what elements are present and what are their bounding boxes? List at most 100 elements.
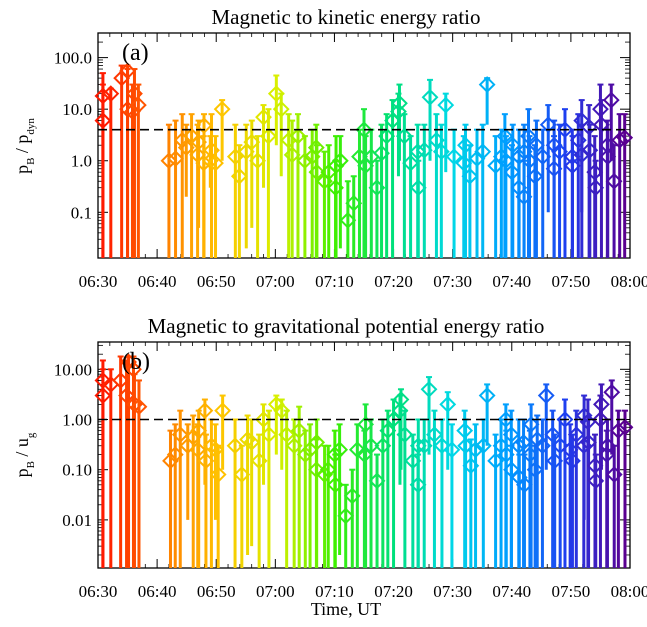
diamond-marker — [602, 91, 620, 109]
data-point — [437, 92, 455, 173]
diamond-marker — [616, 129, 634, 147]
data-point — [226, 418, 244, 568]
data-point — [567, 409, 585, 568]
diamond-marker — [94, 387, 112, 404]
data-point — [94, 83, 112, 258]
diamond-marker — [331, 152, 349, 170]
diamond-marker — [94, 112, 112, 130]
diamond-marker — [443, 441, 461, 459]
panel-a-y-tick-label: 10.0 — [62, 100, 92, 119]
diamond-marker — [289, 127, 307, 145]
diamond-marker — [544, 426, 562, 444]
data-point — [609, 409, 627, 568]
diamond-marker — [278, 426, 296, 444]
panel-b-y-tick-label: 0.10 — [62, 461, 92, 480]
data-point — [592, 394, 609, 568]
data-point — [213, 99, 231, 161]
data-point — [331, 423, 349, 555]
data-point — [616, 409, 634, 568]
panel-a-x-tick-label: 07:00 — [256, 272, 295, 291]
panel-a-y-tick-label: 0.1 — [71, 203, 92, 222]
diamond-marker — [273, 402, 291, 420]
diamond-marker — [195, 154, 213, 172]
data-point — [102, 85, 120, 258]
data-point — [94, 368, 112, 568]
diamond-marker — [592, 411, 609, 428]
data-point — [209, 444, 227, 568]
data-point — [129, 83, 147, 258]
data-point — [260, 409, 278, 568]
diamond-marker — [478, 387, 496, 404]
diamond-marker — [167, 150, 184, 168]
panel-a-label: (a) — [122, 40, 149, 66]
panel-a-x-tick-label: 07:30 — [433, 272, 472, 291]
panel-b-y-tick-label: 1.00 — [62, 411, 92, 430]
diamond-marker — [526, 461, 544, 479]
panel-b-marks — [94, 353, 634, 568]
data-point — [421, 78, 439, 161]
diamond-marker — [439, 395, 457, 413]
diamond-marker — [243, 433, 261, 451]
diamond-marker — [296, 152, 314, 170]
diamond-marker — [272, 100, 290, 118]
panel-a-y-tick-label: 1.0 — [71, 152, 92, 171]
diamond-marker — [130, 398, 148, 416]
diamond-marker — [226, 437, 244, 455]
panel-a-y-axis-label: pB / pdyn — [12, 118, 37, 174]
panel-b-x-tick-label: 07:00 — [256, 582, 295, 601]
panel-a-marks — [94, 62, 634, 258]
panel-a: Magnetic to kinetic energy ratio 06:30 06… — [12, 5, 647, 291]
diamond-marker — [160, 152, 178, 170]
diamond-marker — [515, 433, 532, 451]
diamond-marker — [426, 426, 443, 444]
panel-b-ticks: 06:30 06:40 06:50 07:00 07:10 07:20 07:30 07:40… — [54, 342, 647, 601]
panel-b-x-tick-label: 07:10 — [315, 582, 354, 601]
data-point — [290, 405, 308, 568]
panel-a-y-tick-label: 100.0 — [54, 49, 92, 68]
panel-b: Magnetic to gravitational potential ener… — [12, 314, 647, 619]
panel-a-x-tick-label: 07:20 — [374, 272, 413, 291]
diamond-marker — [392, 391, 410, 408]
data-point — [319, 444, 337, 568]
panel-a-x-tick-label: 07:40 — [492, 272, 531, 291]
data-point — [308, 144, 326, 258]
data-point — [457, 123, 474, 258]
diamond-marker — [603, 383, 621, 401]
panel-a-title: Magnetic to kinetic energy ratio — [211, 5, 480, 29]
diamond-marker — [503, 461, 520, 479]
data-point — [503, 144, 521, 258]
diamond-marker — [409, 143, 427, 161]
diamond-marker — [196, 402, 214, 420]
data-point — [439, 391, 457, 470]
diamond-marker — [209, 466, 227, 483]
data-point — [443, 423, 461, 568]
diamond-marker — [190, 422, 208, 440]
diamond-marker — [118, 387, 135, 404]
diamond-marker — [457, 136, 474, 154]
data-point — [402, 135, 420, 258]
diamond-marker — [129, 96, 147, 114]
diamond-marker — [556, 411, 574, 428]
diamond-marker — [290, 422, 308, 440]
diamond-marker — [456, 422, 474, 440]
panel-b-title: Magnetic to gravitational potential ener… — [148, 314, 545, 338]
data-point — [520, 108, 537, 258]
data-point — [544, 409, 562, 568]
diamond-marker — [319, 461, 337, 479]
diamond-marker — [260, 127, 277, 145]
panel-b-x-tick-label: 07:20 — [374, 582, 413, 601]
data-point — [537, 383, 555, 470]
diamond-marker — [609, 422, 627, 440]
data-point — [396, 409, 414, 568]
data-point — [602, 83, 620, 161]
diamond-marker — [307, 461, 325, 479]
diamond-marker — [214, 402, 232, 420]
data-point — [337, 483, 355, 568]
diamond-marker — [396, 426, 414, 444]
data-point — [616, 113, 634, 258]
diamond-marker — [395, 127, 413, 145]
data-point — [474, 123, 492, 258]
diamond-marker — [528, 136, 545, 154]
panel-b-x-tick-label: 06:50 — [197, 582, 236, 601]
diamond-marker — [355, 446, 373, 463]
